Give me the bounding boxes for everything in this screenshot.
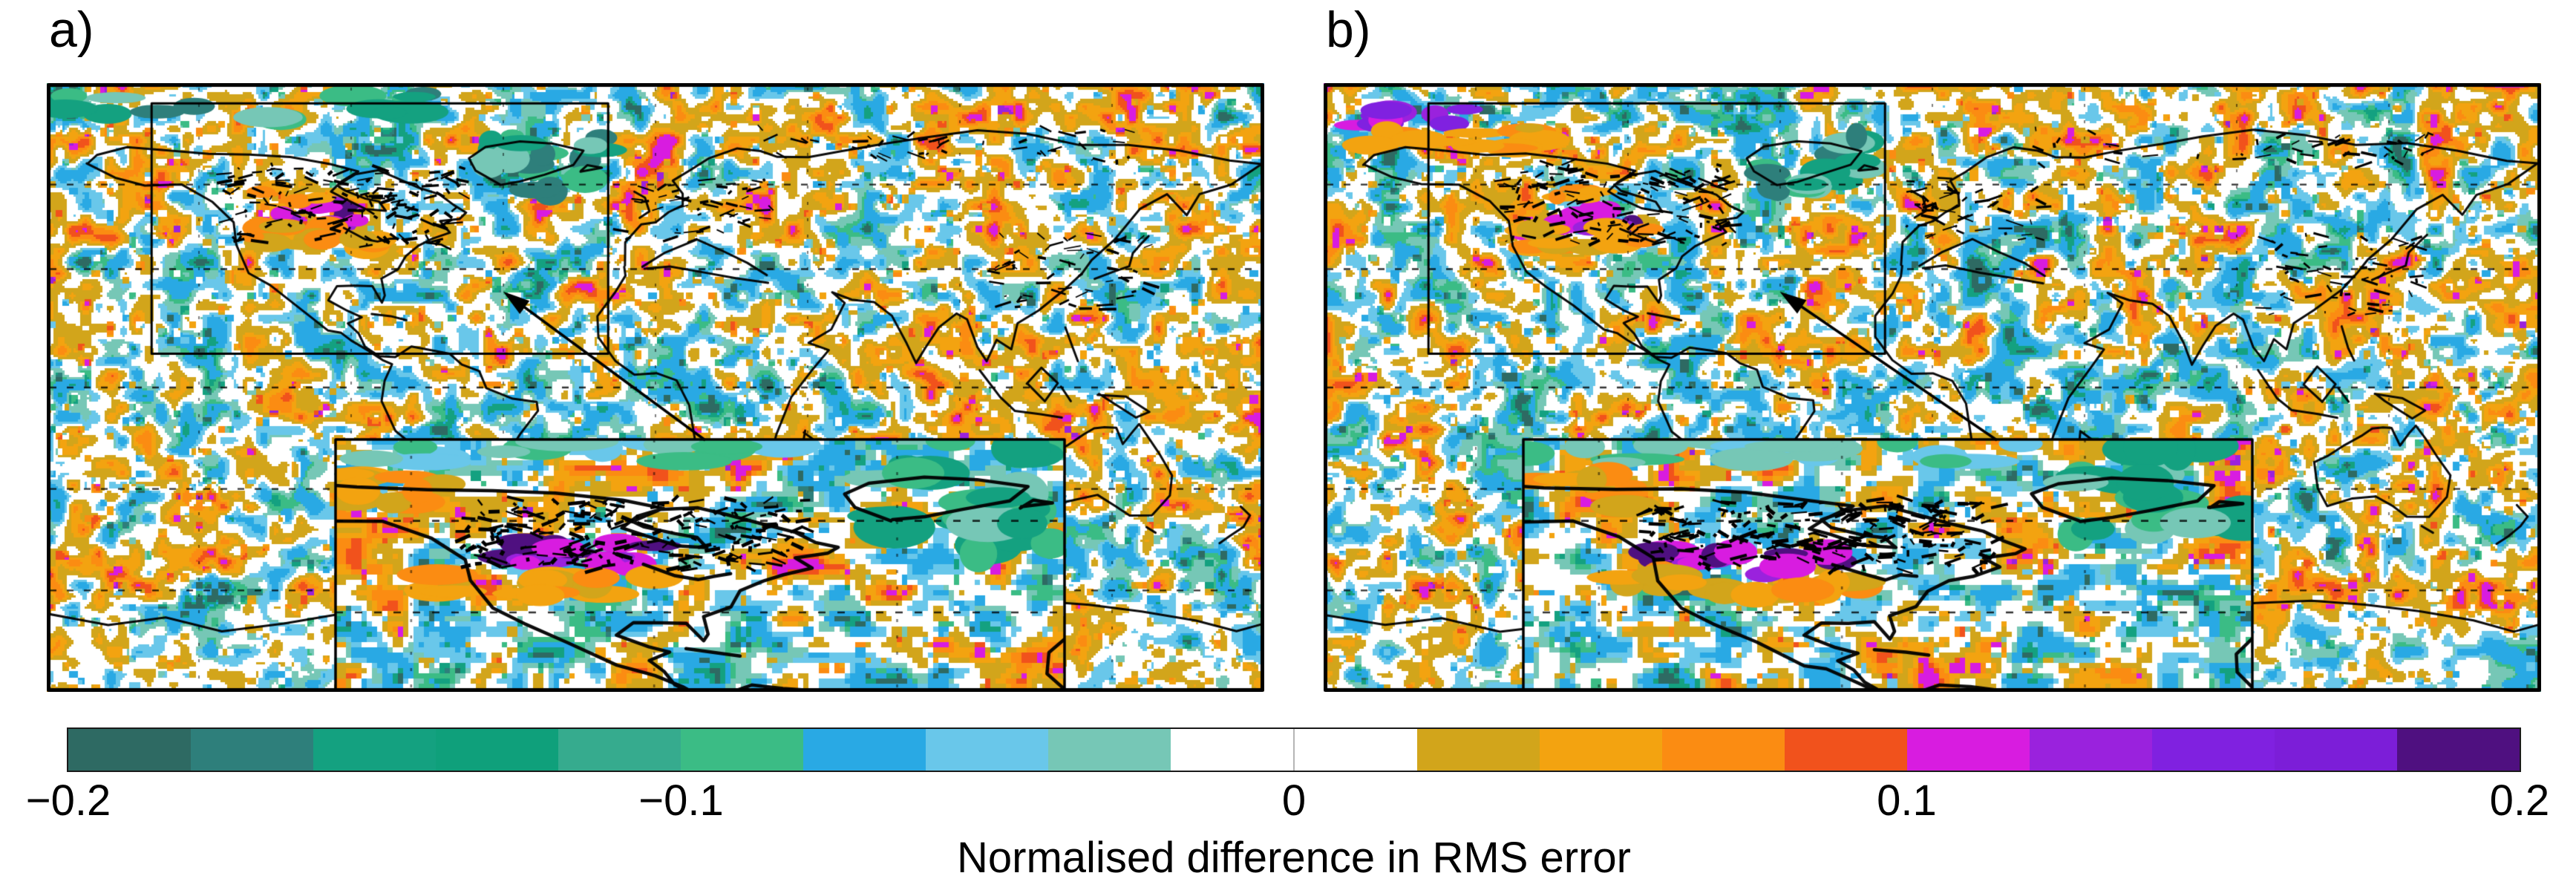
colorbar-segment [68,729,191,771]
panel-a-label: a) [49,1,94,58]
colorbar-segment [926,729,1048,771]
colorbar-label: Normalised difference in RMS error [957,834,1631,882]
colorbar-segment [1171,729,1295,771]
colorbar-segment [1295,729,1417,771]
colorbar-tick-label: −0.1 [638,776,724,825]
colorbar [67,727,2521,772]
colorbar-segment [2275,729,2397,771]
colorbar-segment [803,729,926,771]
colorbar-segment [2397,729,2520,771]
colorbar-segment [436,729,558,771]
colorbar-tick-label: 0 [1281,776,1307,825]
colorbar-tick-label: −0.2 [25,776,111,825]
colorbar-segment [1417,729,1540,771]
colorbar-tick-label: 0.1 [1877,776,1937,825]
panel-a-map-canvas [47,83,1264,692]
colorbar-tick-label: 0.2 [2489,776,2550,825]
colorbar-segment [1662,729,1785,771]
colorbar-segment [1048,729,1171,771]
colorbar-segment [1540,729,1662,771]
colorbar-segment [681,729,803,771]
colorbar-segment [313,729,436,771]
panel-b-label: b) [1326,1,1371,58]
colorbar-segment [2152,729,2275,771]
colorbar-segment [2030,729,2152,771]
panel-b-map-canvas [1324,83,2541,692]
colorbar-segment [1907,729,2030,771]
colorbar-segment [191,729,313,771]
colorbar-ticks: −0.2 −0.1 0 0.1 0.2 [26,776,2550,825]
colorbar-segment [1785,729,1907,771]
colorbar-segment [558,729,681,771]
